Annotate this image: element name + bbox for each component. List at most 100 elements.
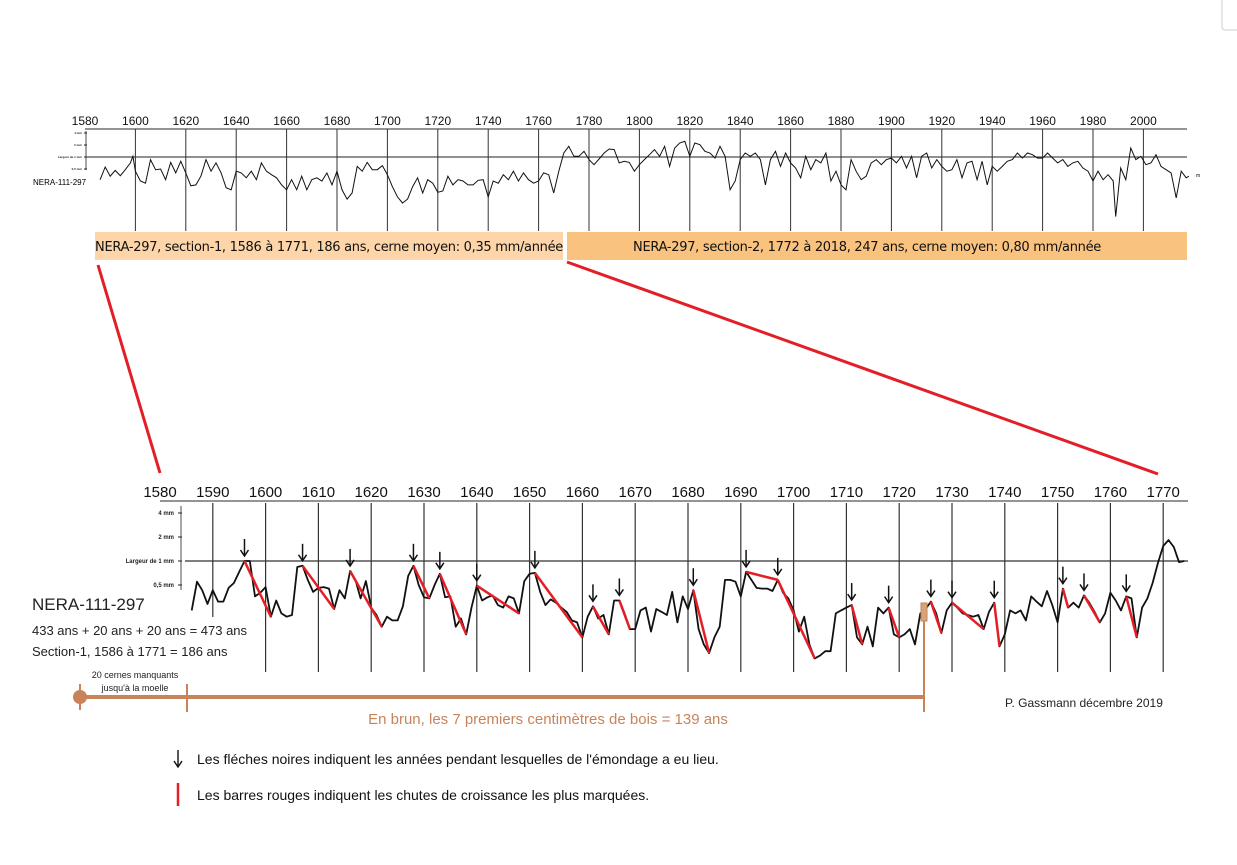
arrow-head: [345, 559, 355, 568]
zoom-connector-left: [96, 264, 162, 474]
ring-width-series: [190, 539, 1185, 660]
x-tick-label: 1980: [1080, 114, 1107, 128]
x-tick-label: 1770: [1147, 484, 1180, 501]
x-tick-label: 1630: [407, 484, 440, 501]
seven-cm-marker: [920, 602, 928, 622]
arrow-legend-icon: [173, 750, 183, 769]
x-tick-label: 1750: [1041, 484, 1074, 501]
y-tick-label: 4 mm: [74, 131, 82, 135]
arrow-head: [1058, 577, 1068, 586]
zoom-connector-right: [566, 260, 1159, 476]
growth-drop-bar: [1082, 594, 1101, 623]
top-series-label: NERA-111-297: [33, 178, 87, 187]
growth-drop-bar: [618, 600, 632, 630]
pruning-arrow-icon: [989, 580, 999, 600]
pruning-arrow-icon: [239, 539, 250, 558]
x-tick-label: 1640: [223, 114, 250, 128]
x-tick-label: 1960: [1029, 114, 1056, 128]
x-tick-label: 1620: [355, 484, 388, 501]
pruning-arrow-icon: [435, 551, 445, 571]
top-unit-mark: m: [1196, 173, 1200, 179]
section-2-band: [567, 232, 1187, 260]
arrow-head: [588, 594, 598, 603]
growth-drop-bar: [243, 560, 273, 618]
growth-drop-bar: [887, 607, 901, 638]
pruning-arrow-icon: [530, 550, 540, 570]
pith-timeline: 20 cernes manquants jusqu'à la moelle En…: [73, 602, 928, 728]
pruning-arrow-icon: [947, 580, 957, 600]
growth-drop-bar: [692, 589, 711, 654]
age-summary: 433 ans + 20 ans + 20 ans = 473 ans: [32, 623, 248, 638]
arrow-head: [530, 561, 540, 570]
x-tick-label: 1740: [988, 484, 1021, 501]
author-credit: P. Gassmann décembre 2019: [1005, 696, 1163, 710]
x-tick-label: 1760: [1094, 484, 1127, 501]
growth-drop-bar: [438, 573, 468, 635]
growth-drop-bar: [776, 579, 816, 659]
arrow-head: [773, 568, 783, 577]
arrow-head: [435, 562, 445, 571]
section-summary: Section-1, 1586 à 1771 = 186 ans: [32, 644, 228, 659]
x-tick-label: 1780: [576, 114, 603, 128]
x-tick-label: 1720: [883, 484, 916, 501]
pruning-arrow-icon: [773, 557, 783, 577]
pruning-arrow-icon: [926, 579, 936, 598]
legend: Les fléches noires indiquent les années …: [173, 750, 719, 806]
pruning-arrow-icon: [688, 568, 698, 587]
x-tick-label: 1860: [777, 114, 804, 128]
arrow-head: [741, 560, 751, 569]
x-tick-label: 1580: [72, 114, 99, 128]
growth-drop-bar: [533, 572, 584, 639]
x-tick-label: 1590: [196, 484, 229, 501]
pruning-arrow-icon: [472, 563, 482, 583]
x-tick-label: 1690: [724, 484, 757, 501]
x-tick-label: 1840: [727, 114, 754, 128]
x-tick-label: 1670: [619, 484, 652, 501]
brown-caption: En brun, les 7 premiers centimètres de b…: [368, 711, 728, 728]
pruning-arrow-icon: [1121, 574, 1131, 593]
x-tick-label: 1680: [324, 114, 351, 128]
y-tick-label: 2 mm: [74, 143, 82, 147]
y-tick-label: 2 mm: [158, 535, 174, 541]
y-tick-label: 0,5 mm: [153, 583, 174, 589]
growth-drop-bar: [301, 565, 336, 610]
x-tick-label: 1660: [273, 114, 300, 128]
ring-width-series: [99, 140, 1190, 217]
growth-drop-bar: [850, 604, 864, 645]
y-tick-label: 4 mm: [158, 511, 174, 517]
x-tick-label: 1680: [671, 484, 704, 501]
pruning-arrow-icon: [1079, 573, 1089, 592]
x-tick-label: 1880: [828, 114, 855, 128]
growth-drop-bar: [1061, 588, 1070, 608]
x-tick-label: 1610: [302, 484, 335, 501]
x-tick-label: 1900: [878, 114, 905, 128]
pruning-arrow-icon: [741, 549, 751, 569]
pruning-arrow-icon: [345, 548, 355, 568]
top-chart: 4 mm 2 mm Largeur de 1 mm 0,5 mm 1580 1600 162…: [58, 114, 1190, 231]
growth-drop-bar: [1125, 596, 1139, 638]
arrow-head: [408, 554, 419, 563]
pruning-arrow-icon: [847, 583, 857, 602]
section-2-label: NERA-297, section-2, 1772 à 2018, 247 an…: [633, 240, 1101, 255]
arrow-head: [239, 549, 250, 558]
growth-drop-bar: [992, 602, 1001, 647]
bottom-series-label: NERA-111-297: [32, 595, 145, 614]
growth-drop-bar: [591, 605, 610, 636]
corner-widget: [1221, 0, 1237, 31]
x-tick-label: 1800: [626, 114, 653, 128]
arrow-head: [688, 578, 698, 587]
pruning-arrow-icon: [297, 543, 308, 563]
pruning-arrow-icon: [588, 584, 598, 603]
arrow-head: [297, 554, 308, 563]
missing-rings-label-1: 20 cernes manquants: [92, 670, 179, 680]
y-tick-label: 0,5 mm: [72, 167, 83, 171]
arrow-head: [1079, 584, 1089, 592]
x-tick-label: 1650: [513, 484, 546, 501]
x-tick-label: 1600: [249, 484, 282, 501]
y-tick-label: Largeur de 1 mm: [126, 559, 174, 565]
arrow-head: [847, 593, 857, 602]
x-tick-label: 1920: [928, 114, 955, 128]
x-tick-label: 1710: [830, 484, 863, 501]
x-tick-label: 1760: [525, 114, 552, 128]
